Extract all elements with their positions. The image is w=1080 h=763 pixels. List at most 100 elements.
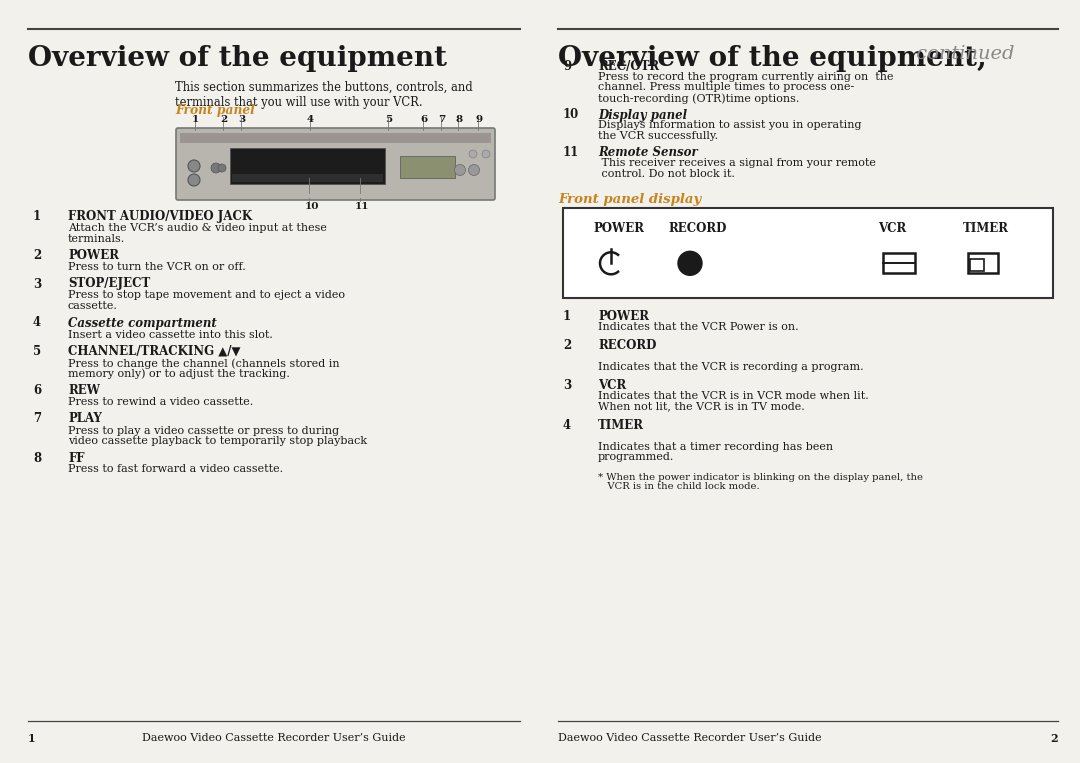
Text: control. Do not block it.: control. Do not block it.	[598, 169, 734, 179]
Text: Remote Sensor: Remote Sensor	[598, 146, 698, 159]
Text: Indicates that the VCR is recording a program.: Indicates that the VCR is recording a pr…	[598, 362, 864, 372]
Text: 9: 9	[475, 115, 482, 124]
FancyBboxPatch shape	[176, 128, 495, 200]
Text: 11: 11	[563, 146, 579, 159]
Text: Attach the VCR’s audio & video input at these: Attach the VCR’s audio & video input at …	[68, 223, 327, 233]
Text: Indicates that a timer recording has been: Indicates that a timer recording has bee…	[598, 442, 833, 452]
Text: Daewoo Video Cassette Recorder User’s Guide: Daewoo Video Cassette Recorder User’s Gu…	[143, 733, 406, 743]
Text: 3: 3	[238, 115, 245, 124]
Text: 4: 4	[563, 419, 571, 432]
Text: VCR: VCR	[878, 221, 906, 234]
Text: RECORD: RECORD	[669, 221, 727, 234]
Circle shape	[469, 165, 480, 175]
Bar	[232, 174, 383, 182]
Circle shape	[188, 160, 200, 172]
Text: This section summarizes the buttons, controls, and
terminals that you will use w: This section summarizes the buttons, con…	[175, 81, 473, 109]
Text: Press to change the channel (channels stored in: Press to change the channel (channels st…	[68, 358, 339, 369]
Text: CHANNEL/TRACKING ▲/▼: CHANNEL/TRACKING ▲/▼	[68, 345, 241, 358]
Bar	[970, 259, 984, 272]
Text: 8: 8	[33, 452, 41, 465]
Text: STOP/EJECT: STOP/EJECT	[68, 278, 150, 291]
Text: REC/OTR: REC/OTR	[598, 60, 659, 73]
Text: 4: 4	[33, 317, 41, 330]
Text: 10: 10	[563, 108, 579, 121]
Text: 6: 6	[420, 115, 428, 124]
Text: Displays information to assist you in operating: Displays information to assist you in op…	[598, 121, 862, 130]
Text: RECORD: RECORD	[598, 339, 657, 352]
Text: POWER: POWER	[68, 249, 119, 262]
Circle shape	[678, 251, 702, 275]
Text: the VCR successfully.: the VCR successfully.	[598, 131, 718, 141]
Text: When not lit, the VCR is in TV mode.: When not lit, the VCR is in TV mode.	[598, 401, 805, 411]
Text: 7: 7	[438, 115, 445, 124]
Text: Press to turn the VCR on or off.: Press to turn the VCR on or off.	[68, 262, 246, 272]
Text: Front panel display: Front panel display	[558, 192, 701, 205]
Text: 10: 10	[305, 202, 320, 211]
Text: Indicates that the VCR is in VCR mode when lit.: Indicates that the VCR is in VCR mode wh…	[598, 391, 868, 401]
Text: 1: 1	[33, 210, 41, 223]
Text: Press to stop tape movement and to eject a video: Press to stop tape movement and to eject…	[68, 291, 345, 301]
Text: PLAY: PLAY	[68, 413, 102, 426]
Bar	[230, 148, 384, 184]
Text: cassette.: cassette.	[68, 301, 118, 311]
Text: 5: 5	[384, 115, 392, 124]
Text: Press to rewind a video cassette.: Press to rewind a video cassette.	[68, 397, 253, 407]
Bar	[883, 253, 915, 273]
Bar	[400, 156, 455, 178]
Text: Indicates that the VCR Power is on.: Indicates that the VCR Power is on.	[598, 321, 798, 331]
Text: 5: 5	[33, 345, 41, 358]
Text: Press to fast forward a video cassette.: Press to fast forward a video cassette.	[68, 465, 283, 475]
Text: 3: 3	[563, 379, 571, 392]
Text: 1: 1	[192, 115, 199, 124]
Text: VCR is in the child lock mode.: VCR is in the child lock mode.	[598, 482, 759, 491]
Bar	[968, 253, 998, 273]
Text: 2: 2	[1051, 733, 1058, 744]
Text: 7: 7	[33, 413, 41, 426]
Text: POWER: POWER	[598, 310, 649, 323]
Text: 6: 6	[33, 384, 41, 397]
Text: Overview of the equipment,: Overview of the equipment,	[558, 45, 987, 72]
Text: continued: continued	[910, 45, 1014, 63]
Text: Press to record the program currently airing on  the: Press to record the program currently ai…	[598, 72, 893, 82]
Text: Insert a video cassette into this slot.: Insert a video cassette into this slot.	[68, 330, 273, 340]
Bar	[180, 133, 491, 143]
Text: 9: 9	[563, 60, 571, 73]
Text: Display panel: Display panel	[598, 108, 687, 121]
Text: Cassette compartment: Cassette compartment	[68, 317, 217, 330]
Text: TIMER: TIMER	[598, 419, 644, 432]
Text: 1: 1	[28, 733, 36, 744]
Text: Overview of the equipment: Overview of the equipment	[28, 45, 447, 72]
Text: memory only) or to adjust the tracking.: memory only) or to adjust the tracking.	[68, 369, 289, 379]
Text: Front panel: Front panel	[175, 104, 255, 117]
Text: video cassette playback to temporarily stop playback: video cassette playback to temporarily s…	[68, 436, 367, 446]
Text: FF: FF	[68, 452, 84, 465]
Text: FRONT AUDIO/VIDEO JACK: FRONT AUDIO/VIDEO JACK	[68, 210, 252, 223]
Text: This receiver receives a signal from your remote: This receiver receives a signal from you…	[598, 159, 876, 169]
Bar	[563, 208, 1053, 298]
Text: terminals.: terminals.	[68, 233, 125, 243]
Text: 4: 4	[307, 115, 314, 124]
Circle shape	[469, 150, 477, 158]
Text: touch-recording (OTR)time options.: touch-recording (OTR)time options.	[598, 93, 799, 104]
Circle shape	[218, 164, 226, 172]
Text: 3: 3	[33, 278, 41, 291]
Text: channel. Press multiple times to process one-: channel. Press multiple times to process…	[598, 82, 854, 92]
Text: * When the power indicator is blinking on the display panel, the: * When the power indicator is blinking o…	[598, 472, 923, 481]
Text: TIMER: TIMER	[963, 221, 1009, 234]
Text: 2: 2	[563, 339, 571, 352]
Text: Daewoo Video Cassette Recorder User’s Guide: Daewoo Video Cassette Recorder User’s Gu…	[558, 733, 822, 743]
Circle shape	[188, 174, 200, 186]
Text: POWER: POWER	[593, 221, 644, 234]
Text: VCR: VCR	[598, 379, 626, 392]
Text: Press to play a video cassette or press to during: Press to play a video cassette or press …	[68, 426, 339, 436]
Text: REW: REW	[68, 384, 100, 397]
Text: 11: 11	[355, 202, 369, 211]
Text: programmed.: programmed.	[598, 452, 674, 462]
Circle shape	[455, 165, 465, 175]
Text: 2: 2	[220, 115, 227, 124]
Circle shape	[211, 163, 221, 173]
Text: 1: 1	[563, 310, 571, 323]
Text: 2: 2	[33, 249, 41, 262]
Text: 8: 8	[455, 115, 462, 124]
Circle shape	[482, 150, 490, 158]
